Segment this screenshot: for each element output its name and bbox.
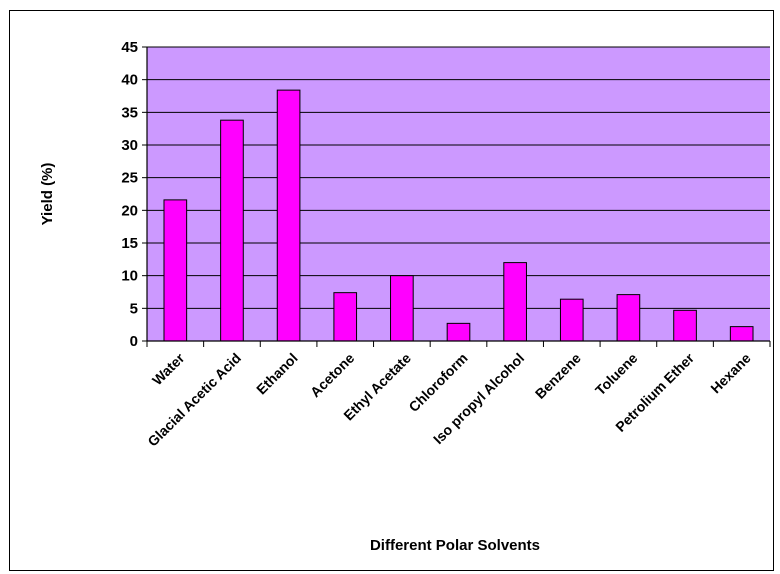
- bar: [446, 322, 471, 342]
- bars: [163, 89, 754, 342]
- y-tick-label: 45: [121, 39, 138, 56]
- bar: [220, 119, 244, 342]
- axes: [146, 47, 770, 342]
- y-tick-label: 15: [121, 235, 138, 252]
- y-tick-label: 30: [121, 137, 138, 154]
- bar: [559, 298, 584, 342]
- y-tick-labels: 0 5 10 15 20 25 30 35 40 45: [121, 39, 138, 350]
- y-tick-label: 20: [121, 202, 138, 219]
- y-ticks: [142, 46, 147, 342]
- bar: [333, 292, 358, 342]
- gridlines: [147, 46, 770, 309]
- y-tick-label: 5: [130, 300, 138, 317]
- bar: [276, 89, 301, 342]
- bar: [390, 275, 414, 342]
- plot-area: [147, 47, 770, 341]
- y-tick-label: 0: [130, 333, 138, 350]
- bar: [729, 326, 754, 342]
- y-tick-label: 35: [121, 104, 138, 121]
- y-tick-label: 10: [121, 268, 138, 285]
- y-tick-label: 25: [121, 170, 138, 187]
- bar: [616, 294, 641, 342]
- bar: [673, 309, 697, 342]
- bar: [503, 262, 527, 342]
- bar: [163, 199, 188, 342]
- y-axis-title: Yield (%): [39, 163, 56, 226]
- x-axis-title: Different Polar Solvents: [370, 537, 540, 554]
- y-tick-label: 40: [121, 72, 138, 89]
- x-ticks: [146, 341, 771, 347]
